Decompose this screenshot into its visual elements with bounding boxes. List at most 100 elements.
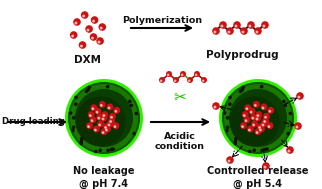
Circle shape xyxy=(107,103,113,110)
Circle shape xyxy=(69,111,72,115)
Circle shape xyxy=(214,31,216,33)
Circle shape xyxy=(260,103,268,110)
Circle shape xyxy=(105,127,106,128)
Circle shape xyxy=(286,132,290,136)
Circle shape xyxy=(264,166,266,168)
Circle shape xyxy=(249,25,251,27)
Circle shape xyxy=(249,108,256,115)
Circle shape xyxy=(85,25,93,33)
Circle shape xyxy=(234,137,238,140)
Circle shape xyxy=(159,77,165,83)
Circle shape xyxy=(85,90,88,93)
Circle shape xyxy=(282,100,286,103)
Circle shape xyxy=(65,79,143,157)
Circle shape xyxy=(103,123,110,130)
Circle shape xyxy=(106,85,109,88)
Text: Acidic
condition: Acidic condition xyxy=(155,132,205,151)
Circle shape xyxy=(254,115,261,122)
Circle shape xyxy=(262,107,264,109)
Circle shape xyxy=(104,125,111,132)
Circle shape xyxy=(129,104,133,107)
Circle shape xyxy=(255,111,262,118)
Circle shape xyxy=(81,11,89,19)
Circle shape xyxy=(257,123,264,130)
Circle shape xyxy=(254,27,262,35)
Text: Polyprodrug: Polyprodrug xyxy=(206,50,278,60)
Circle shape xyxy=(222,82,294,154)
Circle shape xyxy=(242,85,245,89)
Circle shape xyxy=(70,84,138,152)
Circle shape xyxy=(228,96,232,99)
Circle shape xyxy=(71,129,75,132)
Circle shape xyxy=(221,25,223,27)
Circle shape xyxy=(250,111,252,113)
Circle shape xyxy=(228,31,230,33)
Circle shape xyxy=(226,156,234,164)
Circle shape xyxy=(259,127,260,128)
Circle shape xyxy=(288,150,290,152)
Circle shape xyxy=(115,111,117,112)
Circle shape xyxy=(226,27,234,35)
Circle shape xyxy=(113,107,120,114)
Circle shape xyxy=(75,89,133,147)
Circle shape xyxy=(254,128,261,135)
Circle shape xyxy=(298,96,300,98)
Circle shape xyxy=(212,27,220,35)
Circle shape xyxy=(263,148,267,151)
Circle shape xyxy=(244,104,251,111)
Circle shape xyxy=(256,31,258,33)
Circle shape xyxy=(182,74,183,75)
Circle shape xyxy=(240,27,248,35)
Circle shape xyxy=(90,104,97,111)
Circle shape xyxy=(72,125,75,129)
Circle shape xyxy=(108,107,110,109)
Circle shape xyxy=(284,104,287,107)
Circle shape xyxy=(114,126,116,127)
Circle shape xyxy=(132,132,136,136)
Circle shape xyxy=(106,149,110,152)
Circle shape xyxy=(219,79,297,157)
Circle shape xyxy=(250,114,257,121)
Circle shape xyxy=(79,41,86,49)
Circle shape xyxy=(262,162,270,170)
Circle shape xyxy=(135,112,138,115)
Circle shape xyxy=(261,21,269,29)
Circle shape xyxy=(167,74,169,75)
Circle shape xyxy=(214,106,216,108)
Circle shape xyxy=(256,118,258,120)
Circle shape xyxy=(88,111,95,118)
Circle shape xyxy=(243,115,245,116)
Circle shape xyxy=(263,113,270,120)
Circle shape xyxy=(80,142,83,145)
Circle shape xyxy=(87,29,89,31)
Circle shape xyxy=(253,124,254,126)
Circle shape xyxy=(265,147,269,151)
Circle shape xyxy=(173,77,179,83)
Circle shape xyxy=(289,112,292,115)
Circle shape xyxy=(93,20,94,22)
Circle shape xyxy=(260,149,264,152)
Circle shape xyxy=(267,107,274,114)
Circle shape xyxy=(102,118,104,120)
Circle shape xyxy=(100,128,108,135)
Circle shape xyxy=(233,21,241,29)
Circle shape xyxy=(225,129,229,132)
Circle shape xyxy=(203,80,204,81)
Circle shape xyxy=(260,129,261,131)
Circle shape xyxy=(234,139,237,143)
Circle shape xyxy=(219,21,227,29)
Circle shape xyxy=(188,80,190,81)
Circle shape xyxy=(70,31,78,39)
Circle shape xyxy=(201,77,207,83)
Circle shape xyxy=(100,105,102,106)
Circle shape xyxy=(242,126,243,127)
Circle shape xyxy=(245,120,247,122)
Circle shape xyxy=(88,85,91,89)
Circle shape xyxy=(72,116,75,120)
Circle shape xyxy=(86,122,93,129)
Circle shape xyxy=(76,96,126,146)
Circle shape xyxy=(294,122,302,130)
Circle shape xyxy=(96,111,98,113)
Circle shape xyxy=(230,96,279,146)
Circle shape xyxy=(128,100,132,103)
